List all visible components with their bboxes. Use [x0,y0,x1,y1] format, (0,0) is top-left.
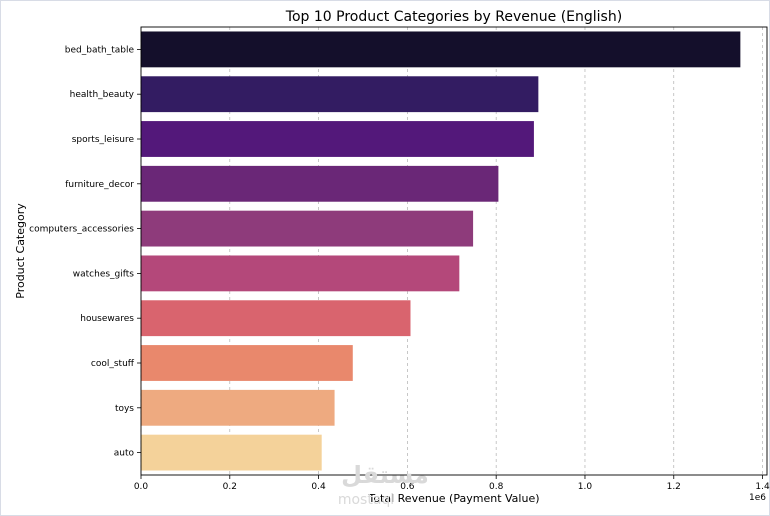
x-tick-label: 1.4 [755,482,770,492]
x-tick-label: 1.2 [667,482,681,492]
y-tick-label: toys [115,404,134,414]
bars [141,31,741,471]
y-axis-label: Product Category [14,203,27,299]
y-tick-label: computers_accessories [29,225,134,235]
bar [141,255,460,292]
y-tick-label: housewares [80,314,134,324]
x-tick-label: 0.2 [223,482,237,492]
x-tick-label: 0.6 [400,482,415,492]
x-tick-label: 1.0 [578,482,593,492]
bar [141,76,539,113]
x-tick-label: 0.8 [489,482,504,492]
x-tick-labels: 0.0 0.2 0.4 0.6 0.8 1.0 1.2 1.4 [134,475,770,492]
x-tick-label: 0.0 [134,482,149,492]
x-axis-label: Total Revenue (Payment Value) [367,492,539,505]
y-tick-label: sports_leisure [72,135,135,145]
watermark-latin: mostaql [338,492,394,508]
y-tick-label: bed_bath_table [65,45,135,55]
bar [141,345,353,381]
y-tick-label: furniture_decor [65,180,134,190]
x-tick-label: 0.4 [311,482,326,492]
x-scale-offset: 1e6 [749,493,766,503]
y-tick-label: auto [114,449,135,459]
bar [141,31,741,68]
plot-area-frame [140,26,768,476]
y-tick-label: cool_stuff [91,359,135,369]
bar [141,165,499,202]
bar [141,210,474,247]
y-tick-label: health_beauty [70,90,135,100]
bar [141,389,335,426]
watermark-arabic: مستقل [341,461,429,489]
y-tick-label: watches_gifts [73,269,135,279]
bar [141,121,534,157]
chart-title: Top 10 Product Categories by Revenue (En… [285,9,622,25]
bar [141,434,322,471]
bar [141,300,411,337]
y-tick-labels: bed_bath_table health_beauty sports_leisur… [29,45,141,459]
